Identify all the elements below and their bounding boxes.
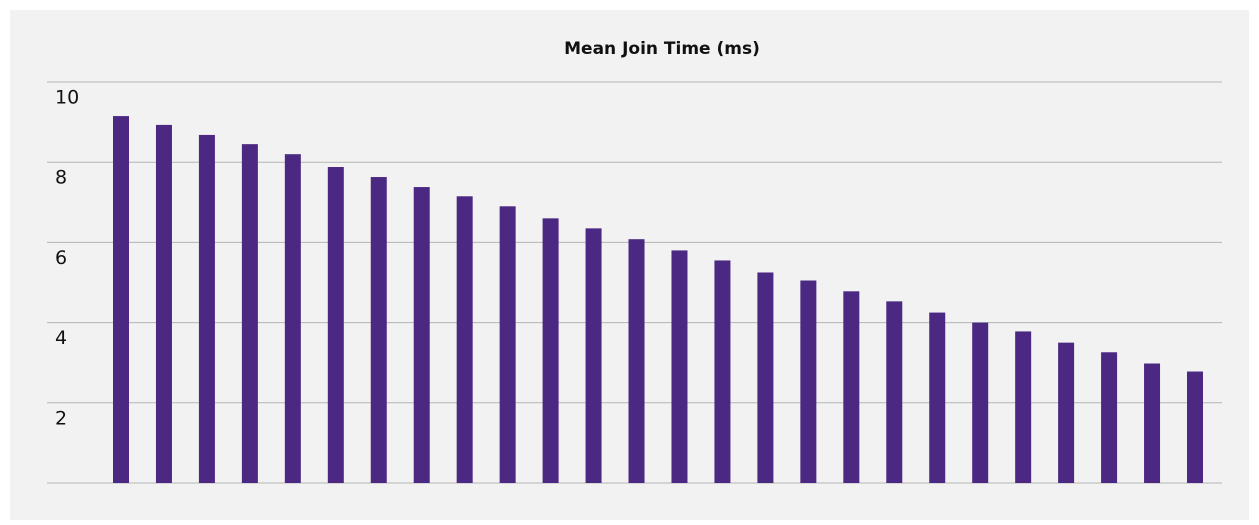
bar [155, 124, 172, 484]
bar [886, 301, 903, 483]
bar [1144, 363, 1161, 483]
bar [456, 196, 473, 483]
bar [542, 218, 559, 483]
bar [929, 312, 946, 483]
chart-title: Mean Join Time (ms) [564, 39, 760, 59]
y-tick-label: 8 [55, 167, 67, 189]
bar [1101, 352, 1118, 483]
bar [972, 322, 989, 483]
bar [714, 260, 731, 483]
bar [113, 116, 129, 484]
y-tick-label: 10 [55, 87, 79, 109]
bar [757, 272, 774, 483]
y-tick-label: 6 [55, 247, 67, 269]
bar [1058, 342, 1075, 483]
bar [585, 228, 602, 483]
bar [284, 154, 301, 483]
y-tick-label: 2 [55, 407, 67, 429]
bar [628, 239, 645, 483]
bar [671, 250, 688, 483]
bar [1187, 371, 1203, 483]
bar [413, 187, 430, 483]
bar [241, 144, 258, 483]
y-tick-label: 4 [55, 327, 67, 349]
bar [499, 206, 516, 483]
bar [198, 134, 215, 483]
bar [327, 167, 344, 483]
bar [843, 291, 860, 483]
bar [370, 177, 387, 484]
bar [1015, 331, 1032, 483]
bar [800, 280, 817, 483]
